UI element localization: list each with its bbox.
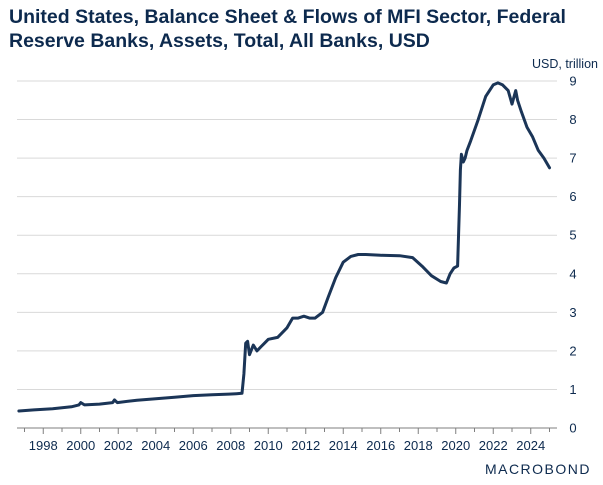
x-tick-label: 2018 bbox=[404, 438, 433, 453]
x-tick-label: 2002 bbox=[104, 438, 133, 453]
y-tick-label: 5 bbox=[569, 228, 576, 243]
x-tick-label: 2014 bbox=[329, 438, 358, 453]
chart-title: United States, Balance Sheet & Flows of … bbox=[9, 6, 566, 52]
x-tick-label: 2004 bbox=[141, 438, 170, 453]
y-tick-label: 4 bbox=[569, 266, 576, 281]
y-tick-label: 0 bbox=[569, 421, 576, 436]
x-tick-label: 2012 bbox=[291, 438, 320, 453]
y-tick-label: 3 bbox=[569, 305, 576, 320]
x-tick-label: 2008 bbox=[216, 438, 245, 453]
x-tick-label: 2016 bbox=[366, 438, 395, 453]
y-tick-label: 6 bbox=[569, 189, 576, 204]
y-tick-label: 9 bbox=[569, 74, 576, 89]
x-tick-label: 1998 bbox=[29, 438, 58, 453]
series-group bbox=[17, 81, 551, 413]
y-axis: 0 1 2 3 4 5 6 7 8 9 bbox=[569, 74, 576, 436]
y-tick-label: 2 bbox=[569, 343, 576, 358]
gridlines bbox=[17, 80, 557, 390]
x-tick-label: 2024 bbox=[516, 438, 545, 453]
x-axis: 1998 2000 2002 2004 2006 2008 2010 2012 2014 2016… bbox=[17, 427, 557, 453]
x-tick-label: 2006 bbox=[179, 438, 208, 453]
y-tick-label: 7 bbox=[569, 151, 576, 166]
macrobond-logo: MACROBOND bbox=[484, 461, 591, 477]
series-line bbox=[17, 81, 551, 413]
x-tick-label: 2000 bbox=[66, 438, 95, 453]
y-axis-label: USD, trillion bbox=[532, 57, 598, 71]
x-tick-label: 2010 bbox=[254, 438, 283, 453]
x-tick-label: 2020 bbox=[441, 438, 470, 453]
x-tick-label: 2022 bbox=[479, 438, 508, 453]
y-tick-label: 1 bbox=[569, 382, 576, 397]
y-tick-label: 8 bbox=[569, 112, 576, 127]
